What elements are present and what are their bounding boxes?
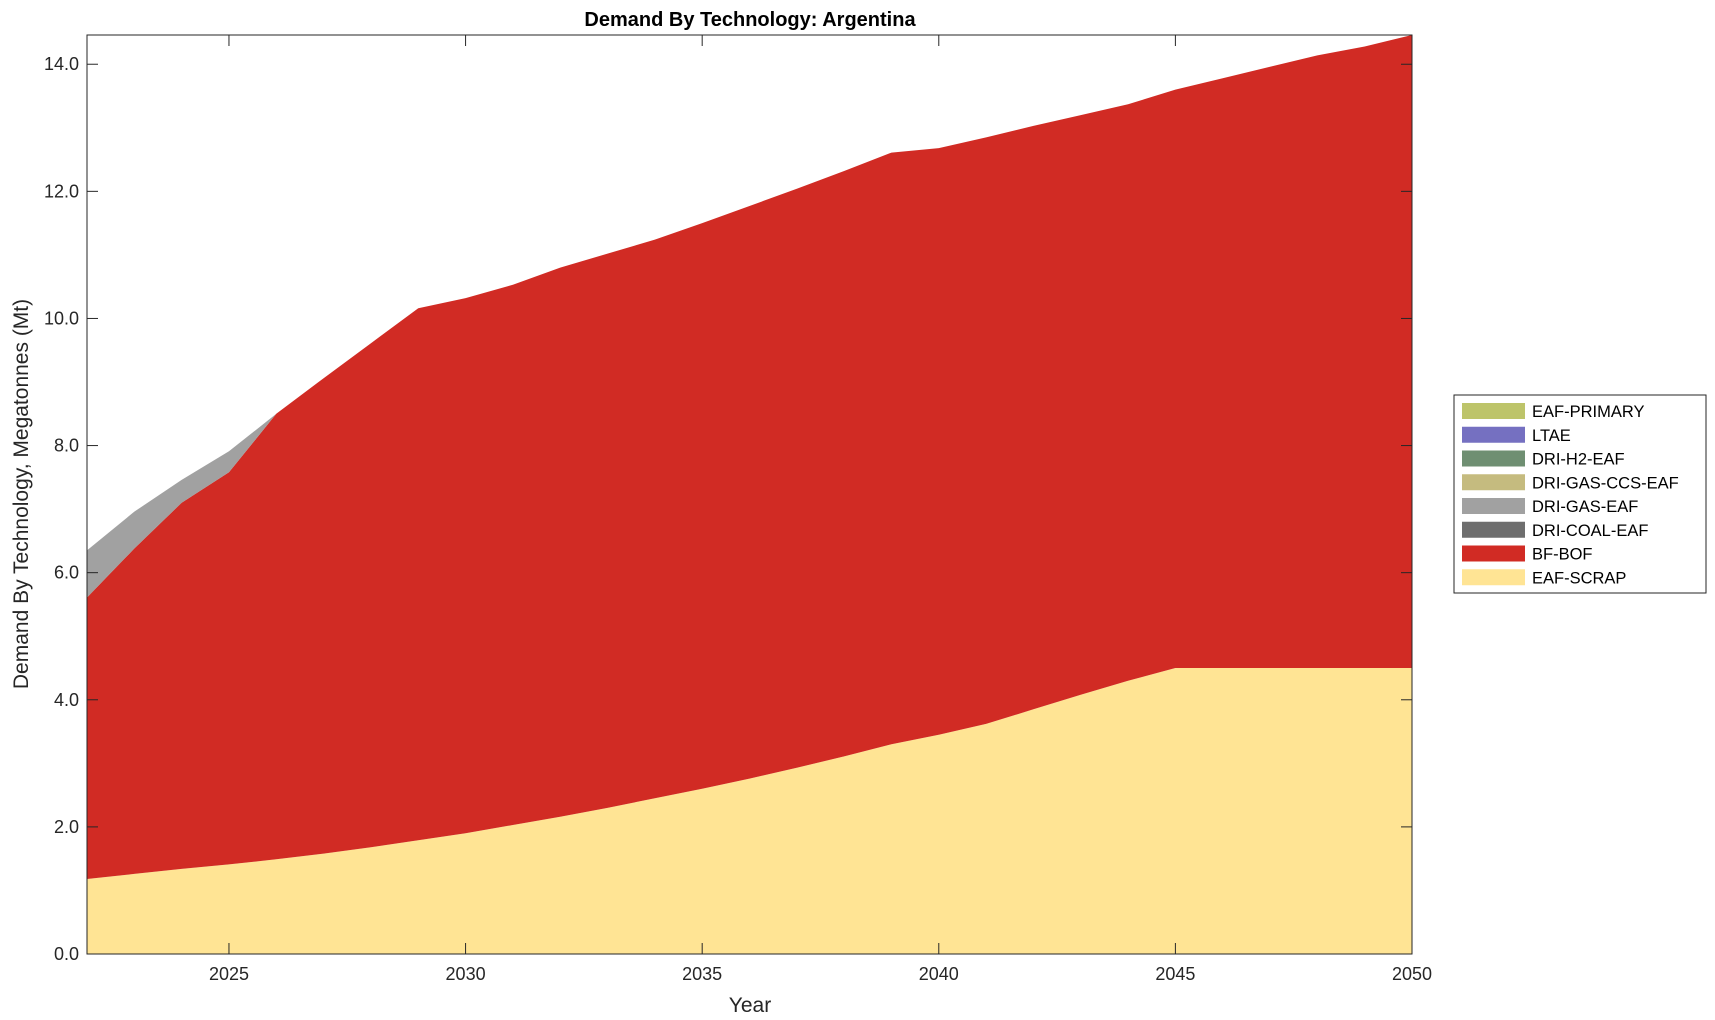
y-tick: 10.0: [44, 308, 1412, 328]
chart-title: Demand By Technology: Argentina: [584, 9, 916, 31]
x-tick: 2040: [919, 35, 959, 984]
y-tick-label: 14.0: [44, 54, 79, 74]
x-axis: 2025 2030 2035 2040 2045 2050: [209, 35, 1432, 984]
x-tick-label: 2045: [1155, 964, 1195, 984]
legend-item-eaf-primary: EAF-PRIMARY: [1462, 403, 1644, 421]
legend-item-dri-coal-eaf: DRI-COAL-EAF: [1462, 521, 1648, 540]
x-tick-label: 2030: [446, 964, 486, 984]
x-tick-label: 2040: [919, 964, 959, 984]
legend-swatch: [1462, 498, 1525, 514]
y-tick: 2.0: [54, 817, 1412, 837]
x-tick-label: 2035: [682, 964, 722, 984]
legend-item-dri-h2-eaf: DRI-H2-EAF: [1462, 450, 1625, 469]
y-tick-label: 6.0: [54, 563, 79, 583]
legend-label: LTAE: [1532, 427, 1571, 445]
legend-swatch: [1462, 521, 1525, 538]
legend-swatch: [1462, 450, 1525, 467]
x-tick: 2030: [446, 35, 486, 984]
legend-swatch: [1462, 403, 1525, 419]
legend-label: DRI-H2-EAF: [1532, 451, 1625, 469]
x-axis-label: Year: [729, 994, 771, 1017]
area-bf-bof: [87, 35, 1412, 880]
legend-item-dri-gas-eaf: DRI-GAS-EAF: [1462, 498, 1638, 516]
x-tick: 2050: [1392, 35, 1432, 984]
legend-item-eaf-scrap: EAF-SCRAP: [1462, 569, 1626, 587]
legend-label: DRI-GAS-CCS-EAF: [1532, 474, 1679, 492]
y-axis-label: Demand By Technology, Megatonnes (Mt): [10, 299, 33, 689]
legend-label: DRI-GAS-EAF: [1532, 498, 1638, 516]
y-tick: 6.0: [54, 563, 1412, 583]
legend-label: DRI-COAL-EAF: [1532, 522, 1648, 540]
x-tick-label: 2050: [1392, 964, 1432, 984]
legend-item-bf-bof: BF-BOF: [1462, 545, 1593, 564]
y-tick: 12.0: [44, 181, 1412, 201]
legend-swatch: [1462, 426, 1525, 443]
plot-frame: [86, 34, 1413, 955]
x-tick: 2025: [209, 35, 249, 984]
y-tick: 14.0: [44, 54, 1412, 74]
legend-item-ltae: LTAE: [1462, 426, 1571, 445]
area-eaf-scrap: [87, 668, 1412, 954]
y-tick: 8.0: [54, 436, 1412, 456]
legend-label: EAF-PRIMARY: [1532, 403, 1644, 421]
area-series-group: [87, 35, 1412, 954]
legend-item-dri-gas-ccs-eaf: DRI-GAS-CCS-EAF: [1462, 474, 1679, 492]
legend-swatch: [1462, 474, 1525, 491]
y-tick-label: 4.0: [54, 690, 79, 710]
y-tick-label: 12.0: [44, 181, 79, 201]
x-tick: 2045: [1155, 35, 1195, 984]
y-tick-label: 10.0: [44, 308, 79, 328]
legend-swatch: [1462, 545, 1525, 562]
y-tick-label: 8.0: [54, 436, 79, 456]
y-tick: 4.0: [54, 690, 1412, 710]
y-axis: 0.0 2.0 4.0 6.0 8.0 10.0 12.0 14.0: [44, 54, 1412, 964]
y-tick-label: 0.0: [54, 944, 79, 964]
legend-label: BF-BOF: [1532, 546, 1593, 564]
legend: EAF-PRIMARY LTAE DRI-H2-EAF DRI-GAS-CCS-EAF…: [1453, 394, 1707, 594]
y-tick-label: 2.0: [54, 817, 79, 837]
x-tick: 2035: [682, 35, 722, 984]
x-tick-label: 2025: [209, 964, 249, 984]
y-tick: 0.0: [54, 944, 1412, 964]
legend-swatch: [1462, 569, 1525, 586]
legend-label: EAF-SCRAP: [1532, 569, 1626, 587]
